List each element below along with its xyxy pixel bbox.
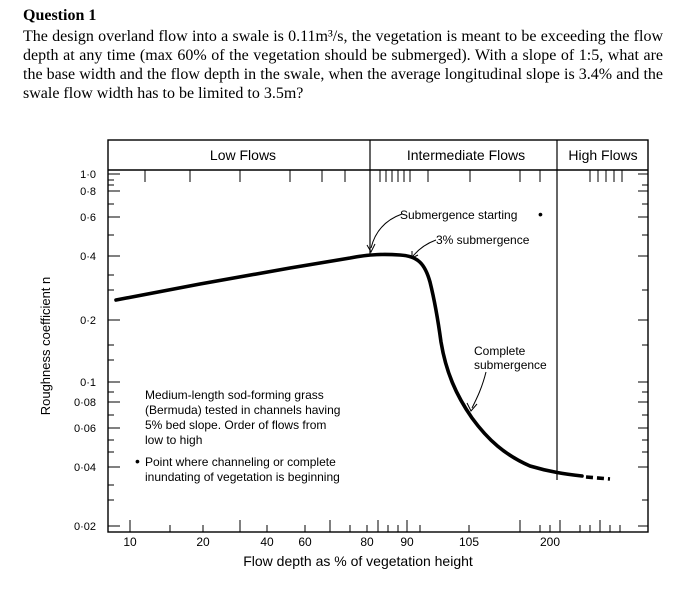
y-tick-label: 0·1 bbox=[80, 377, 96, 389]
roughness-curve bbox=[114, 252, 584, 478]
y-tick-label: 0·6 bbox=[80, 212, 96, 224]
y-tick-label: 0·02 bbox=[74, 521, 96, 533]
complete-arrow-head bbox=[466, 402, 478, 412]
x-tick-label: 200 bbox=[540, 535, 560, 549]
y-axis-title: Roughness coefficient n bbox=[38, 277, 53, 416]
submergence-arrow-line bbox=[370, 213, 403, 249]
point-note-marker: • bbox=[135, 453, 140, 469]
complete-submergence-line2: submergence bbox=[474, 358, 547, 372]
submergence-starting-marker: • bbox=[538, 206, 543, 222]
y-axis-labels: 1·0 0·8 0·6 0·4 0·2 0·1 0·08 0·06 0·04 0… bbox=[74, 169, 96, 533]
caption-line: (Bermuda) tested in channels having bbox=[145, 403, 340, 417]
x-axis-labels: 10 20 40 60 80 90 105 200 bbox=[123, 535, 560, 549]
x-tick-label: 80 bbox=[360, 535, 374, 549]
x-tick-label: 90 bbox=[400, 535, 414, 549]
x-tick-label: 20 bbox=[196, 535, 210, 549]
submergence-arrow-head bbox=[366, 243, 376, 254]
point-note-line: Point where channeling or complete bbox=[145, 455, 336, 469]
y-tick-label: 0·08 bbox=[74, 397, 96, 409]
roughness-curve-extension bbox=[585, 475, 611, 481]
y-tick-label: 1·0 bbox=[80, 169, 96, 181]
y-tick-label: 0·06 bbox=[74, 423, 96, 435]
three-percent-arrow-head bbox=[411, 251, 419, 259]
y-tick-label: 0·8 bbox=[80, 186, 96, 198]
caption-line: 5% bed slope. Order of flows from bbox=[145, 418, 326, 432]
x-tick-marks bbox=[129, 170, 623, 532]
chart-caption: Medium-length sod-forming grass (Bermuda… bbox=[135, 388, 340, 484]
caption-line: Medium-length sod-forming grass bbox=[145, 388, 324, 402]
y-tick-label: 0·04 bbox=[74, 462, 96, 474]
question-body: The design overland flow into a swale is… bbox=[23, 28, 663, 102]
region-low-flows: Low Flows bbox=[210, 147, 276, 163]
region-intermediate-flows: Intermediate Flows bbox=[407, 147, 525, 163]
question-heading: Question 1 bbox=[23, 7, 97, 24]
complete-submergence-line1: Complete bbox=[474, 344, 526, 358]
caption-line: low to high bbox=[145, 433, 202, 447]
y-tick-marks bbox=[108, 173, 648, 527]
x-tick-label: 10 bbox=[123, 535, 137, 549]
x-tick-label: 40 bbox=[260, 535, 274, 549]
three-percent-label: 3% submergence bbox=[436, 233, 530, 247]
three-percent-arrow-line bbox=[412, 239, 437, 257]
y-tick-label: 0·2 bbox=[80, 315, 96, 327]
x-axis-title: Flow depth as % of vegetation height bbox=[243, 553, 473, 569]
region-high-flows: High Flows bbox=[568, 147, 637, 163]
complete-arrow-line bbox=[471, 371, 487, 409]
x-tick-label: 105 bbox=[459, 535, 479, 549]
point-note-line: inundating of vegetation is beginning bbox=[145, 470, 340, 484]
y-tick-label: 0·4 bbox=[80, 251, 96, 263]
x-tick-label: 60 bbox=[298, 535, 312, 549]
submergence-starting-label: Submergence starting bbox=[400, 208, 517, 222]
